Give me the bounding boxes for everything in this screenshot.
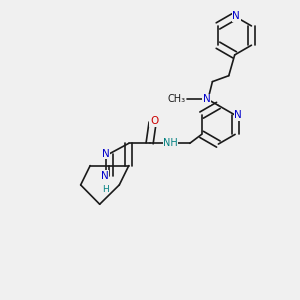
Text: CH₃: CH₃	[167, 94, 186, 104]
Text: N: N	[102, 149, 110, 159]
Text: N: N	[101, 171, 109, 181]
Text: O: O	[150, 116, 158, 126]
Text: N: N	[202, 94, 210, 104]
Text: H: H	[102, 185, 108, 194]
Text: NH: NH	[163, 138, 178, 148]
Text: N: N	[232, 11, 240, 21]
Text: N: N	[234, 110, 242, 120]
